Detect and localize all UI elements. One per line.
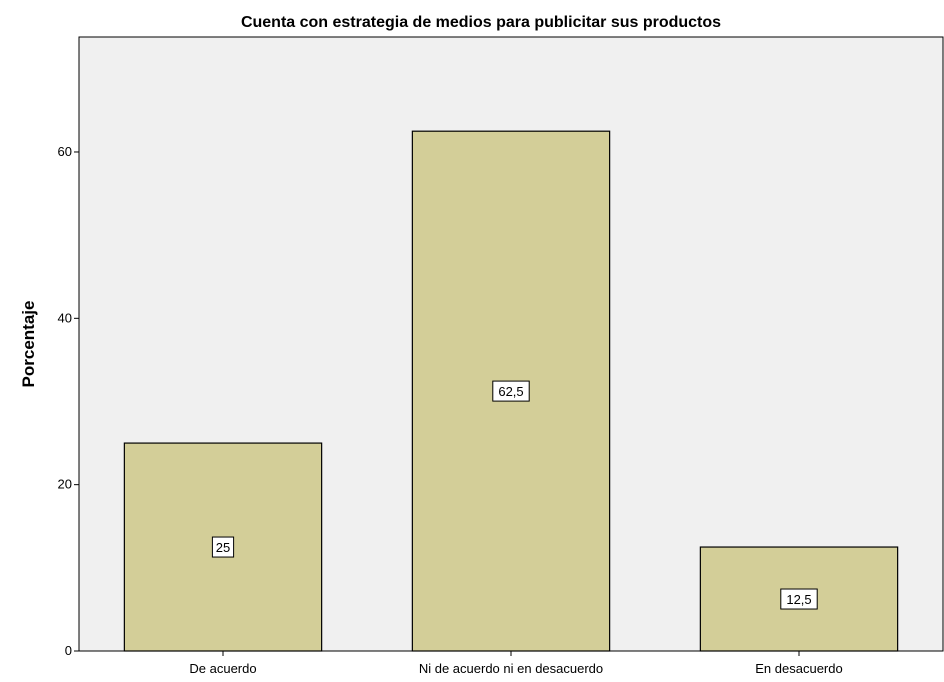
data-label-box <box>211 536 235 558</box>
y-tick-label: 40 <box>58 310 72 325</box>
x-tick-label: Ni de acuerdo ni en desacuerdo <box>419 661 603 676</box>
y-tick-label: 60 <box>58 144 72 159</box>
data-label: 62,5 <box>498 384 523 399</box>
x-tick-label: En desacuerdo <box>755 661 842 676</box>
y-axis: 0 20 40 60 <box>58 144 79 658</box>
y-tick-label: 20 <box>58 477 72 492</box>
data-label-box <box>780 588 818 610</box>
y-axis-label: Porcentaje <box>19 301 38 388</box>
data-label: 12,5 <box>786 592 811 607</box>
x-tick-label: De acuerdo <box>189 661 256 676</box>
x-axis: De acuerdo Ni de acuerdo ni en desacuerdo… <box>189 651 843 676</box>
data-label-box <box>492 380 530 402</box>
y-tick-label: 0 <box>65 643 72 658</box>
data-label: 25 <box>216 540 230 555</box>
chart-title: Cuenta con estrategia de medios para pub… <box>241 14 721 31</box>
